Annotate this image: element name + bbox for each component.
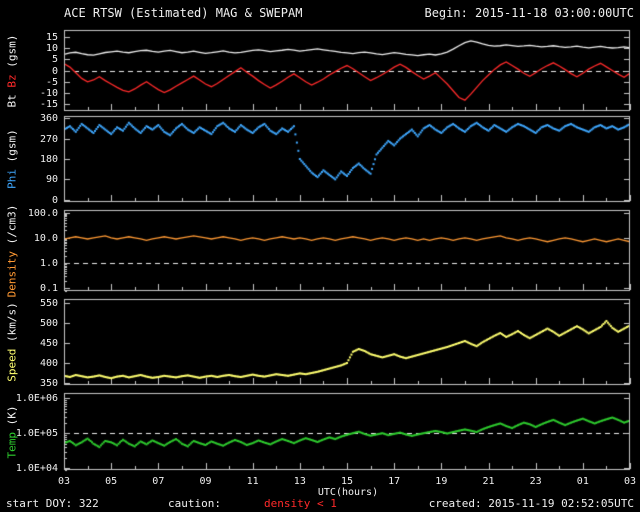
x-tick-label: 01 (576, 476, 589, 487)
y-tick-label: 90 (45, 173, 58, 185)
y-tick-label: 10 (45, 42, 58, 54)
x-tick-label: 23 (529, 476, 542, 487)
x-tick-label: 19 (435, 476, 448, 487)
page-title: ACE RTSW (Estimated) MAG & SWEPAM (64, 6, 303, 20)
y-tick-label: 1.0 (39, 257, 58, 269)
y-tick-label: 5 (51, 53, 58, 65)
y-tick-label: 500 (39, 317, 58, 329)
y-tick-label: -10 (39, 87, 58, 99)
x-tick-label: 09 (199, 476, 212, 487)
x-tick-label: 11 (246, 476, 259, 487)
created-timestamp: created: 2015-11-19 02:52:05UTC (428, 497, 634, 510)
start-doy-label: start DOY: 322 (6, 497, 99, 510)
panel-y-axis-label: Bt Bz (gsm) (6, 34, 19, 107)
x-tick-label: 13 (293, 476, 306, 487)
begin-timestamp: Begin: 2015-11-18 03:00:00UTC (424, 6, 634, 20)
panel-label-part: Bz (5, 67, 19, 88)
panel-y-axis-label: Density (/cm3) (6, 204, 19, 297)
x-tick-label: 21 (482, 476, 495, 487)
panel-label-part: (K) (5, 405, 19, 425)
panel-label-part: Phi (5, 162, 19, 189)
y-tick-label: 550 (39, 297, 58, 309)
x-tick-label: 05 (105, 476, 118, 487)
panel-label-part: (/cm3) (5, 204, 19, 244)
panel-y-axis-label: Phi (gsm) (6, 129, 19, 189)
y-tick-label: 0.1 (39, 282, 58, 294)
panel-label-part: Bt (5, 87, 19, 107)
x-tick-label: 17 (388, 476, 401, 487)
x-tick-label: 07 (152, 476, 165, 487)
y-tick-label: 400 (39, 357, 58, 369)
y-tick-label: 1.0E+06 (15, 392, 58, 404)
y-tick-label: 450 (39, 337, 58, 349)
panel-label-part: (gsm) (5, 34, 19, 68)
x-tick-label: 03 (623, 476, 637, 487)
caution-value: density < 1 (264, 497, 337, 510)
y-tick-label: 180 (39, 153, 58, 165)
y-tick-label: 360 (39, 112, 58, 124)
y-tick-label: 15 (45, 31, 58, 43)
panel-label-part: Speed (5, 342, 19, 382)
y-tick-label: -5 (45, 76, 58, 88)
panel-label-part: Temp (5, 424, 19, 459)
panel-y-axis-label: Temp (K) (6, 405, 19, 458)
x-axis-title: UTC(hours) (317, 487, 379, 498)
panel-label-part: (km/s) (5, 302, 19, 342)
panel-y-axis-label: Speed (km/s) (6, 302, 19, 382)
panel-label-part: Density (5, 243, 19, 297)
caution-label: caution: (168, 497, 221, 510)
y-tick-label: 100.0 (27, 207, 58, 219)
y-tick-label: 0 (51, 65, 58, 77)
y-tick-label: -15 (39, 98, 58, 110)
y-tick-label: 350 (39, 377, 58, 389)
y-tick-label: 10.0 (33, 232, 58, 244)
panel-label-part: (gsm) (5, 129, 19, 163)
y-tick-label: 0 (51, 194, 58, 206)
y-tick-label: 1.0E+04 (15, 462, 58, 474)
y-tick-label: 1.0E+05 (15, 427, 58, 439)
y-tick-label: 270 (39, 133, 58, 145)
x-tick-label: 03 (57, 476, 71, 487)
x-tick-label: 15 (340, 476, 354, 487)
